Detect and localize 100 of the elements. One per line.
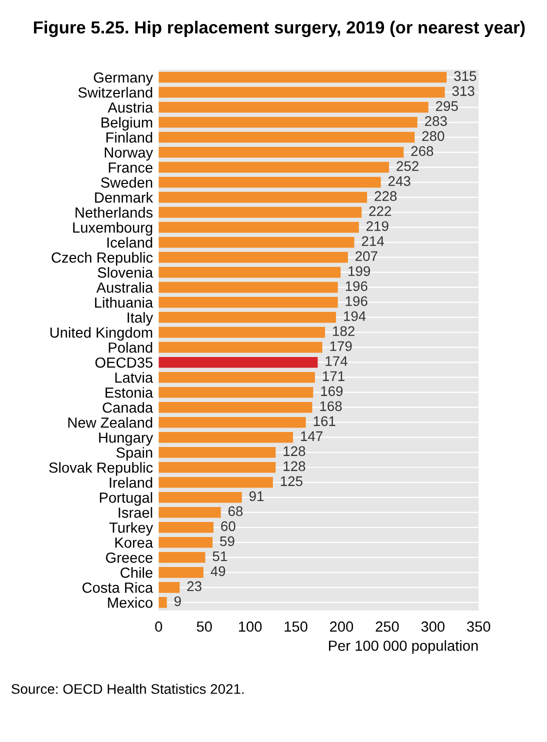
y-tick-label: Portugal xyxy=(100,492,152,506)
bar xyxy=(158,72,447,83)
data-label: 207 xyxy=(356,251,378,262)
data-label: 243 xyxy=(388,176,410,186)
source-note: Source: OECD Health Statistics 2021. xyxy=(12,684,244,694)
y-tick-label: Slovak Republic xyxy=(49,462,153,476)
bar xyxy=(158,506,221,518)
data-label: 283 xyxy=(425,116,447,126)
data-label: 59 xyxy=(220,536,234,546)
bar xyxy=(158,236,354,248)
data-label: 168 xyxy=(320,401,342,412)
y-tick-label: Estonia xyxy=(106,387,154,398)
chart-title: Figure 5.25. Hip replacement surgery, 2019 (or nearest year) xyxy=(34,20,525,38)
data-label: 9 xyxy=(174,596,181,606)
x-tick-label: 150 xyxy=(284,621,308,632)
bar xyxy=(158,402,312,413)
bar xyxy=(158,102,428,113)
y-tick-label: Mexico xyxy=(108,597,152,608)
data-label: 199 xyxy=(348,266,370,276)
data-label: 222 xyxy=(369,206,392,216)
bar xyxy=(158,492,242,503)
y-tick-label: Ireland xyxy=(110,477,152,488)
bar xyxy=(158,537,213,548)
y-tick-label: Israel xyxy=(118,507,152,518)
y-tick-label: OECD35 xyxy=(95,357,152,368)
data-label: 196 xyxy=(346,296,368,306)
bar xyxy=(158,476,273,488)
data-label: 295 xyxy=(436,101,458,111)
bar xyxy=(158,522,214,533)
bar xyxy=(158,312,336,323)
y-tick-label: Greece xyxy=(106,552,152,563)
bar xyxy=(158,567,204,578)
bar xyxy=(158,296,338,308)
bar xyxy=(158,326,326,338)
data-label: 219 xyxy=(366,221,388,232)
y-tick-label: United Kingdom xyxy=(50,327,152,341)
y-tick-label: Luxembourg xyxy=(73,222,152,236)
bar xyxy=(158,86,445,98)
y-tick-label: Lithuania xyxy=(95,297,154,308)
data-label: 194 xyxy=(344,311,366,322)
y-tick-label: Czech Republic xyxy=(52,252,153,266)
data-label: 228 xyxy=(374,191,397,202)
data-label: 313 xyxy=(452,86,474,96)
bar xyxy=(158,176,381,188)
bar xyxy=(158,446,276,458)
y-tick-label: Turkey xyxy=(109,522,154,536)
data-label: 23 xyxy=(187,581,202,592)
data-label: 51 xyxy=(212,551,227,562)
data-label: 174 xyxy=(326,356,348,366)
data-label: 60 xyxy=(221,521,236,532)
y-tick-label: Costa Rica xyxy=(82,582,154,593)
y-tick-label: Iceland xyxy=(107,237,152,248)
y-tick-label: Netherlands xyxy=(76,207,153,218)
y-tick-label: Finland xyxy=(106,132,152,143)
y-tick-label: Australia xyxy=(96,282,154,293)
bar xyxy=(158,282,338,293)
x-tick-label: 350 xyxy=(467,621,490,632)
bar xyxy=(158,462,276,473)
bar xyxy=(158,192,368,203)
y-tick-label: Sweden xyxy=(101,177,152,188)
y-tick-label: Belgium xyxy=(102,116,152,131)
bar xyxy=(158,146,404,158)
x-tick-label: 300 xyxy=(421,621,445,632)
y-tick-label: Korea xyxy=(115,538,154,548)
x-tick-label: 0 xyxy=(155,621,162,632)
y-tick-label: Latvia xyxy=(115,372,154,383)
y-tick-label: Hungary xyxy=(99,432,154,446)
y-tick-label: France xyxy=(108,162,152,173)
y-tick-label: Italy xyxy=(128,312,154,326)
data-label: 268 xyxy=(411,146,434,156)
bar xyxy=(158,206,362,218)
data-label: 147 xyxy=(301,431,322,441)
x-tick-label: 200 xyxy=(330,621,354,632)
bar xyxy=(158,116,418,128)
data-label: 125 xyxy=(280,476,302,486)
bar xyxy=(158,432,294,443)
y-tick-label: Canada xyxy=(102,402,154,413)
bar xyxy=(158,162,390,173)
y-tick-label: Spain xyxy=(116,447,152,461)
x-tick-label: 50 xyxy=(196,621,212,632)
y-tick-label: Slovenia xyxy=(98,267,154,278)
y-tick-label: Chile xyxy=(120,567,152,578)
bar xyxy=(158,132,415,143)
data-label: 169 xyxy=(321,386,343,396)
bar xyxy=(158,582,180,593)
y-tick-label: Switzerland xyxy=(78,86,152,98)
y-tick-label: New Zealand xyxy=(68,417,152,428)
bar xyxy=(158,266,341,278)
data-label: 179 xyxy=(330,341,352,352)
data-label: 171 xyxy=(322,371,344,381)
y-tick-label: Germany xyxy=(94,72,154,86)
data-label: 214 xyxy=(362,236,384,246)
x-axis-title: Per 100 000 population xyxy=(329,640,478,654)
bar xyxy=(158,356,318,368)
y-tick-label: Poland xyxy=(108,342,152,353)
y-tick-label: Norway xyxy=(104,148,154,161)
bar xyxy=(158,342,322,353)
data-label: 161 xyxy=(314,416,336,426)
data-label: 252 xyxy=(396,161,418,172)
bar xyxy=(158,416,306,428)
